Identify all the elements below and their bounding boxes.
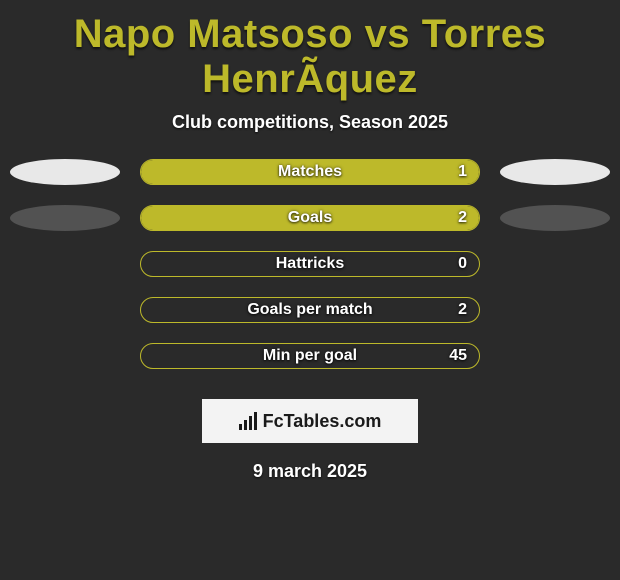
stat-row: Goals per match2: [0, 297, 620, 323]
stat-label: Goals: [141, 206, 479, 230]
left-ellipse: [10, 297, 120, 323]
branding-text: FcTables.com: [263, 411, 382, 432]
stats-rows: Matches1Goals2Hattricks0Goals per match2…: [0, 159, 620, 369]
stat-value: 2: [458, 298, 467, 322]
stat-value: 1: [458, 160, 467, 184]
right-ellipse: [500, 297, 610, 323]
right-ellipse: [500, 205, 610, 231]
stat-row: Matches1: [0, 159, 620, 185]
right-ellipse: [500, 159, 610, 185]
stat-row: Hattricks0: [0, 251, 620, 277]
stat-value: 45: [449, 344, 467, 368]
stat-bar: Min per goal45: [140, 343, 480, 369]
bar-chart-icon: [239, 412, 257, 430]
stat-label: Goals per match: [141, 298, 479, 322]
right-ellipse: [500, 251, 610, 277]
stat-label: Hattricks: [141, 252, 479, 276]
stat-bar: Matches1: [140, 159, 480, 185]
page-subtitle: Club competitions, Season 2025: [0, 112, 620, 159]
stat-bar: Hattricks0: [140, 251, 480, 277]
left-ellipse: [10, 159, 120, 185]
branding-badge: FcTables.com: [202, 399, 418, 443]
left-ellipse: [10, 205, 120, 231]
stat-bar: Goals per match2: [140, 297, 480, 323]
page-title: Napo Matsoso vs Torres HenrÃ­quez: [0, 8, 620, 112]
date-text: 9 march 2025: [0, 461, 620, 482]
stat-bar: Goals2: [140, 205, 480, 231]
stat-value: 0: [458, 252, 467, 276]
stat-row: Goals2: [0, 205, 620, 231]
comparison-card: Napo Matsoso vs Torres HenrÃ­quez Club c…: [0, 0, 620, 482]
stat-label: Min per goal: [141, 344, 479, 368]
right-ellipse: [500, 343, 610, 369]
stat-value: 2: [458, 206, 467, 230]
stat-label: Matches: [141, 160, 479, 184]
left-ellipse: [10, 251, 120, 277]
stat-row: Min per goal45: [0, 343, 620, 369]
left-ellipse: [10, 343, 120, 369]
